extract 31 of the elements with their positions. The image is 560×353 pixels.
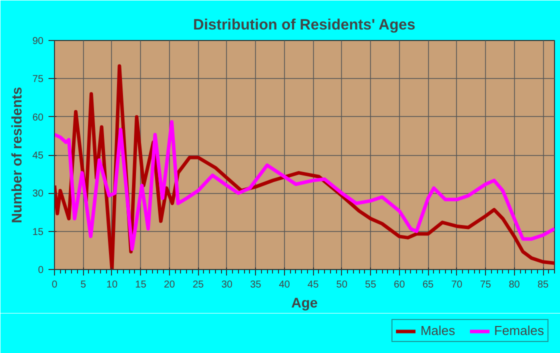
x-tick-label: 65 — [422, 280, 434, 290]
line-series — [54, 120, 554, 251]
x-axis-title: Age — [291, 294, 318, 310]
x-tick-label: 45 — [308, 280, 320, 290]
x-tick-label: 5 — [80, 280, 86, 290]
y-tick-label: 75 — [32, 74, 44, 86]
x-tick-label: 35 — [250, 280, 262, 290]
x-tick-label: 60 — [394, 280, 406, 290]
x-tick-label: 0 — [52, 280, 58, 290]
y-tick-label: 60 — [32, 112, 44, 124]
x-tick-label: 50 — [336, 280, 348, 290]
y-tick-label: 90 — [32, 36, 44, 47]
x-tick-label: 20 — [164, 280, 176, 290]
x-tick-label: 15 — [135, 280, 147, 290]
legend-label: Females — [494, 323, 544, 338]
y-tick-label: 45 — [32, 150, 44, 162]
y-tick-label: 15 — [32, 226, 44, 238]
x-tick-label: 80 — [508, 280, 520, 290]
chart-title: Distribution of Residents' Ages — [193, 16, 416, 34]
x-tick-label: 10 — [106, 280, 118, 290]
x-tick-label: 75 — [480, 280, 492, 290]
x-tick-label: 85 — [537, 280, 550, 290]
y-tick-label: 30 — [32, 188, 44, 200]
x-tick-label: 25 — [192, 280, 204, 290]
x-tick-label: 30 — [221, 280, 233, 290]
y-axis-title: Number of residents — [8, 86, 24, 224]
x-tick-label: 70 — [451, 280, 463, 290]
x-tick-label: 55 — [365, 280, 377, 290]
x-tick-label: 40 — [278, 280, 290, 290]
y-tick-label: 0 — [38, 265, 44, 276]
legend-label: Males — [420, 323, 456, 338]
